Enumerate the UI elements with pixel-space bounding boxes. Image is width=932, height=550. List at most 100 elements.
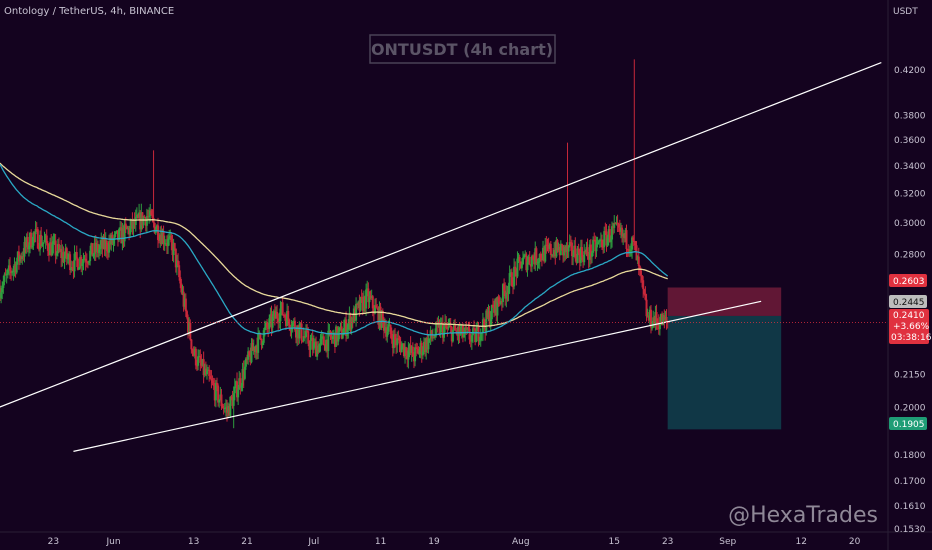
candle-body	[287, 311, 290, 320]
candle-body	[389, 324, 392, 334]
candle-body	[547, 245, 550, 249]
candle-body	[526, 262, 529, 271]
candle-body	[370, 296, 373, 299]
candle-body	[343, 319, 346, 329]
candle-body	[207, 369, 210, 371]
candle-body	[135, 215, 138, 217]
candle-body	[606, 237, 609, 246]
candle-body	[99, 245, 102, 250]
candle-body	[116, 230, 119, 241]
candle-body	[427, 338, 430, 350]
candle-body	[535, 248, 538, 264]
y-axis[interactable]: 0.4200 0.3800 0.3600 0.3400 0.3200 0.3000 0.28…	[894, 66, 926, 535]
tag-target-text: 0.1905	[893, 420, 925, 430]
candle-body	[518, 257, 521, 262]
y-tick-label: 0.1530	[894, 525, 926, 535]
candle-body	[143, 216, 146, 218]
candle-body	[84, 258, 87, 262]
candle-body	[529, 264, 532, 267]
candle-body	[253, 346, 256, 353]
candle-body	[619, 227, 622, 232]
candle-body	[555, 240, 558, 257]
candle-body	[1, 288, 4, 293]
x-tick-label: Jul	[307, 537, 319, 547]
candle-body	[209, 376, 212, 379]
candle-body	[495, 299, 498, 316]
candle-body	[141, 212, 144, 226]
candle-body	[367, 288, 370, 303]
candle-body	[271, 316, 274, 328]
candle-body	[634, 241, 637, 246]
candle-body	[184, 298, 187, 312]
candle-body	[456, 331, 459, 336]
candle-body	[55, 253, 58, 256]
trendlines	[0, 61, 882, 452]
y-tick-label: 0.4200	[894, 66, 926, 76]
candle-body	[221, 406, 224, 408]
candle-body	[35, 228, 38, 230]
candle-body	[174, 248, 177, 268]
candle-body	[171, 242, 174, 256]
candle-body	[573, 245, 576, 256]
candle-body	[281, 302, 284, 315]
candle-body	[457, 326, 460, 336]
candle-body	[130, 219, 133, 226]
candle-body	[199, 355, 202, 363]
candle-body	[366, 288, 369, 290]
candle-body	[386, 331, 389, 337]
candle-body	[503, 284, 506, 291]
candle-body	[580, 247, 583, 258]
candle-body	[213, 385, 216, 401]
candle-body	[106, 251, 109, 253]
candle-body	[310, 338, 313, 341]
candle-body	[412, 356, 415, 362]
candle-body	[309, 340, 312, 350]
candle-body	[17, 251, 20, 262]
candle-body	[530, 256, 533, 267]
candle-body	[465, 327, 468, 330]
candle-body	[167, 238, 170, 247]
x-axis[interactable]: 23 Jun 13 21 Jul 11 19 Aug 15 23 Sep 12 20	[48, 537, 861, 547]
candle-body	[190, 339, 193, 350]
candle-body	[417, 348, 420, 355]
candle-body	[378, 306, 381, 325]
candle-body	[226, 407, 229, 413]
candle-body	[56, 244, 59, 254]
candle-body	[320, 336, 323, 339]
candle-body	[103, 237, 106, 250]
candle-body	[424, 341, 427, 353]
candle-body	[646, 315, 649, 317]
candle-body	[475, 330, 478, 343]
candle-body	[363, 296, 366, 309]
candle-body	[632, 237, 635, 241]
y-tick-label: 0.3400	[894, 162, 926, 172]
candle-body	[401, 343, 404, 346]
candle-body	[365, 289, 368, 309]
candle-body	[112, 239, 115, 244]
candle-body	[215, 382, 218, 386]
candle-body	[507, 285, 510, 295]
candle-body	[557, 246, 560, 251]
candle-body	[419, 342, 422, 351]
x-tick-label: 15	[609, 537, 620, 547]
candle-body	[308, 343, 311, 350]
candle-body	[162, 232, 165, 244]
candle-body	[400, 345, 403, 353]
candle-body	[24, 241, 27, 248]
candle-body	[476, 325, 479, 331]
candle-body	[658, 324, 661, 330]
candle-body	[65, 248, 68, 260]
candle-body	[286, 311, 289, 326]
candle-body	[425, 337, 428, 353]
candle-body	[533, 259, 536, 265]
position-zones	[667, 287, 782, 430]
candle-body	[303, 336, 306, 338]
candle-body	[50, 242, 53, 256]
candle-body	[284, 317, 287, 326]
candle-body	[552, 254, 555, 257]
candle-body	[264, 322, 267, 328]
candle-body	[629, 249, 632, 251]
candle-body	[315, 341, 318, 357]
candle-body	[302, 336, 305, 342]
